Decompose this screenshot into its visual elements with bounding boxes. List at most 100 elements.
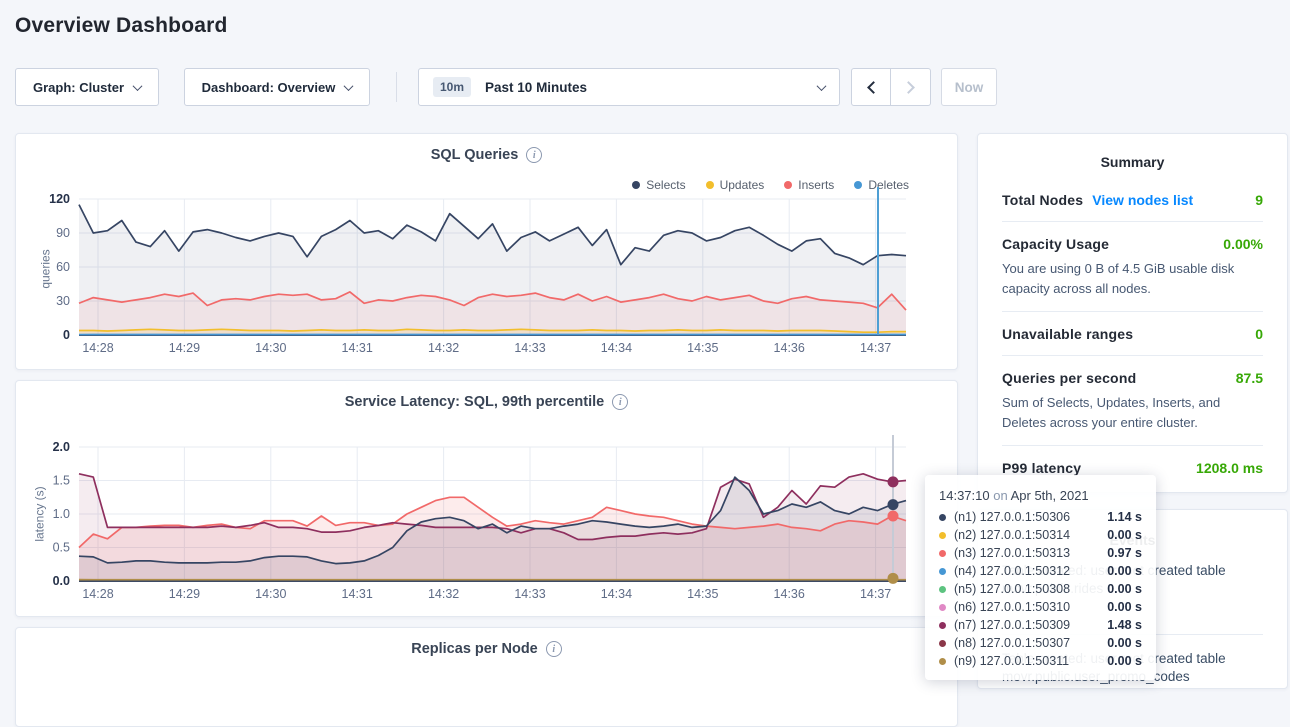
svg-text:0.5: 0.5 [53,541,70,555]
svg-text:14:33: 14:33 [514,587,545,601]
node-color-dot-icon [939,621,946,629]
service-latency-title: Service Latency: SQL, 99th percentile [344,394,605,410]
svg-text:14:33: 14:33 [514,341,545,355]
replicas-per-node-title: Replicas per Node [411,641,538,657]
summary-row-value: 0 [1255,326,1263,342]
summary-panel: Summary Total Nodes View nodes list 9 Capac… [977,133,1288,493]
summary-row: P99 latency 1208.0 ms [1002,445,1263,489]
sql-queries-chart[interactable]: 0 30 60 90 120 14:28 14:29 14:30 14:31 14:32 14:33… [16,134,957,369]
svg-text:14:29: 14:29 [169,587,200,601]
graph-dropdown-label: Graph: Cluster [32,79,124,95]
info-icon[interactable]: i [545,641,562,657]
time-back-button[interactable] [851,68,891,106]
svg-text:2.0: 2.0 [53,440,70,454]
svg-text:14:34: 14:34 [601,587,632,601]
tooltip-node-label: (n1) 127.0.0.1:50306 [954,510,1071,524]
svg-text:14:29: 14:29 [169,341,200,355]
svg-text:14:35: 14:35 [687,341,718,355]
time-range-picker[interactable]: 10m Past 10 Minutes [418,68,840,106]
svg-text:14:30: 14:30 [255,341,286,355]
tooltip-node-label: (n6) 127.0.0.1:50310 [954,600,1071,614]
tooltip-node-value: 0.00 s [1107,528,1142,542]
legend-label: Selects [646,178,686,192]
svg-text:1.0: 1.0 [53,507,70,521]
tooltip-node-value: 0.00 s [1107,564,1142,578]
svg-text:14:36: 14:36 [774,587,805,601]
tooltip-node-row: (n3) 127.0.0.1:50313 0.97 s [939,544,1142,562]
time-nav-arrows [851,68,931,106]
tooltip-node-row: (n7) 127.0.0.1:50309 1.48 s [939,616,1142,634]
svg-text:14:35: 14:35 [687,587,718,601]
summary-row: Capacity Usage 0.00% You are using 0 B of … [1002,221,1263,311]
legend-item-updates[interactable]: Updates [705,178,765,192]
svg-text:14:28: 14:28 [82,587,113,601]
svg-text:14:28: 14:28 [82,341,113,355]
tooltip-node-value: 1.14 s [1107,510,1142,524]
summary-row-label: Total Nodes [1002,192,1084,208]
tooltip-node-label: (n5) 127.0.0.1:50308 [954,582,1071,596]
tooltip-node-value: 0.97 s [1107,546,1142,560]
chevron-left-icon [866,80,880,94]
legend-dot-icon [854,181,863,189]
sql-queries-title: SQL Queries [430,147,519,163]
summary-row-label: P99 latency [1002,460,1082,476]
svg-text:90: 90 [56,226,70,240]
chart-hover-tooltip: 14:37:10 on Apr 5th, 2021 (n1) 127.0.0.1… [925,475,1156,680]
dashboard-dropdown[interactable]: Dashboard: Overview [184,68,370,106]
tooltip-node-label: (n8) 127.0.0.1:50307 [954,636,1071,650]
chevron-right-icon [902,80,915,94]
replicas-per-node-panel: Replicas per Node i [15,627,958,727]
sql-queries-panel: SQL Queries i Selects Updates Inserts Delet… [15,133,958,370]
svg-text:0.0: 0.0 [53,574,70,588]
node-color-dot-icon [939,603,946,611]
node-color-dot-icon [939,657,946,665]
node-color-dot-icon [939,513,946,521]
summary-row-value: 1208.0 ms [1196,460,1263,476]
summary-row-value: 9 [1255,192,1263,208]
legend-dot-icon [705,181,714,189]
summary-row-value: 0.00% [1223,236,1263,252]
now-button[interactable]: Now [941,68,997,106]
tooltip-node-label: (n4) 127.0.0.1:50312 [954,564,1071,578]
svg-text:0: 0 [63,328,70,342]
legend-item-inserts[interactable]: Inserts [784,178,834,192]
tooltip-node-label: (n2) 127.0.0.1:50314 [954,528,1071,542]
tooltip-node-value: 0.00 s [1107,654,1142,668]
summary-row-description: You are using 0 B of 4.5 GiB usable disk… [1002,261,1235,296]
svg-text:14:32: 14:32 [428,587,459,601]
summary-row: Unavailable ranges 0 [1002,311,1263,355]
legend-dot-icon [632,181,641,189]
info-icon[interactable]: i [612,394,629,410]
tooltip-node-row: (n5) 127.0.0.1:50308 0.00 s [939,580,1142,598]
tooltip-node-value: 1.48 s [1107,618,1142,632]
view-nodes-list-link[interactable]: View nodes list [1092,192,1194,208]
info-icon[interactable]: i [526,147,543,163]
legend-label: Updates [719,178,765,192]
tooltip-node-row: (n2) 127.0.0.1:50314 0.00 s [939,526,1142,544]
service-latency-chart[interactable]: 0.0 0.5 1.0 1.5 2.0 14:28 14:29 14:30 14:31 14:32… [16,381,957,616]
tooltip-node-row: (n4) 127.0.0.1:50312 0.00 s [939,562,1142,580]
tooltip-node-value: 0.00 s [1107,636,1142,650]
summary-rows: Total Nodes View nodes list 9 Capacity Usag… [978,170,1287,489]
svg-text:14:37: 14:37 [860,341,891,355]
svg-text:14:31: 14:31 [342,587,373,601]
service-latency-panel: Service Latency: SQL, 99th percentile i … [15,380,958,617]
tooltip-timestamp: 14:37:10 on Apr 5th, 2021 [939,488,1089,503]
legend-item-selects[interactable]: Selects [632,178,686,192]
time-range-label: Past 10 Minutes [485,79,588,95]
summary-row-value: 87.5 [1235,370,1263,386]
page-title: Overview Dashboard [15,14,228,37]
summary-row: Total Nodes View nodes list 9 [1002,178,1263,221]
chevron-down-icon [343,80,354,91]
time-forward-button[interactable] [891,68,931,106]
tooltip-node-row: (n6) 127.0.0.1:50310 0.00 s [939,598,1142,616]
tooltip-node-row: (n8) 127.0.0.1:50307 0.00 s [939,634,1142,652]
summary-row-label: Queries per second [1002,370,1137,386]
tooltip-node-row: (n9) 127.0.0.1:50311 0.00 s [939,652,1142,670]
sql-queries-legend: Selects Updates Inserts Deletes [632,178,909,192]
node-color-dot-icon [939,567,946,575]
tooltip-node-value: 0.00 s [1107,600,1142,614]
dashboard-dropdown-label: Dashboard: Overview [201,79,336,95]
tooltip-node-label: (n3) 127.0.0.1:50313 [954,546,1071,560]
graph-dropdown[interactable]: Graph: Cluster [15,68,159,106]
